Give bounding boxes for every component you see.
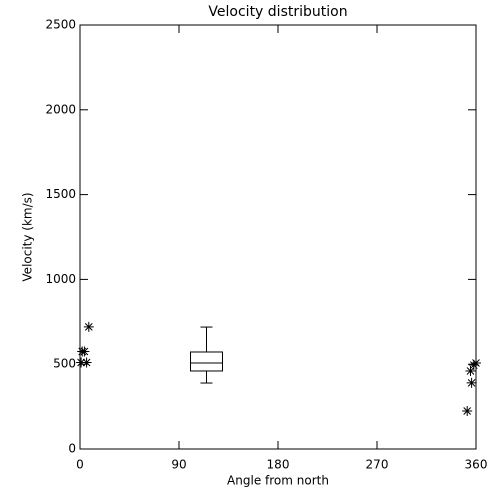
point-stroke bbox=[80, 347, 89, 356]
x-tick-label: 90 bbox=[171, 458, 186, 472]
y-tick-label: 2000 bbox=[45, 102, 76, 116]
y-tick-label: 2500 bbox=[45, 18, 76, 32]
point-stroke bbox=[467, 379, 476, 387]
x-tick-label: 270 bbox=[366, 458, 389, 472]
x-axis-label: Angle from north bbox=[227, 474, 329, 488]
x-tick-label: 360 bbox=[465, 458, 488, 472]
point-stroke bbox=[82, 358, 91, 367]
point-stroke bbox=[463, 407, 472, 415]
point bbox=[79, 346, 90, 357]
y-tick-label: 500 bbox=[53, 357, 76, 371]
y-tick-label: 0 bbox=[68, 442, 76, 456]
point bbox=[466, 377, 477, 388]
y-tick-label: 1000 bbox=[45, 272, 76, 286]
point bbox=[81, 357, 92, 368]
box bbox=[190, 351, 223, 372]
point bbox=[83, 321, 94, 332]
chart-title: Velocity distribution bbox=[208, 4, 347, 20]
x-tick-label: 0 bbox=[76, 458, 84, 472]
point bbox=[462, 406, 473, 417]
point bbox=[465, 365, 476, 376]
point-stroke bbox=[472, 359, 480, 367]
point-stroke bbox=[84, 323, 93, 331]
y-axis-label: Velocity (km/s) bbox=[21, 192, 35, 281]
x-tick-label: 180 bbox=[267, 458, 290, 472]
point-stroke bbox=[466, 367, 475, 375]
point-stroke bbox=[77, 358, 85, 367]
y-tick-label: 1500 bbox=[45, 187, 76, 201]
point bbox=[471, 358, 481, 369]
